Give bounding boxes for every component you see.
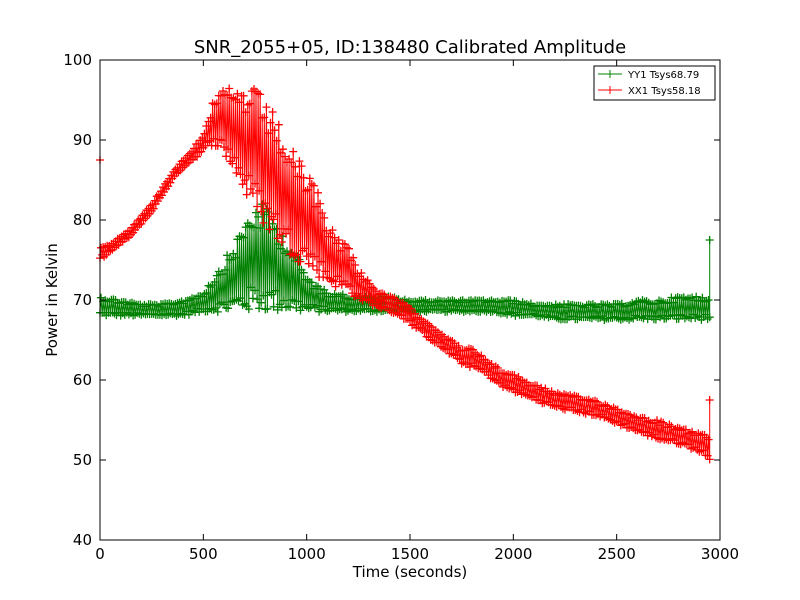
legend-marker-xx1 [606,86,614,94]
legend: YY1 Tsys68.79 XX1 Tsys58.18 [593,65,716,101]
x-tick-label: 2000 [494,545,532,563]
y-tick-label: 100 [63,51,92,69]
y-tick-label: 40 [73,531,92,549]
x-tick-label: 3000 [701,545,739,563]
x-tick-label: 500 [189,545,218,563]
y-tick-label: 50 [73,451,92,469]
y-tick-label: 90 [73,131,92,149]
legend-box [593,65,716,101]
ticks-layer: 0 500 1000 1500 2000 2500 3000 40 50 60 70 80 90 100 [63,51,739,563]
y-tick-label: 80 [73,211,92,229]
chart-title: SNR_2055+05, ID:138480 Calibrated Amplit… [194,37,626,58]
x-tick-label: 2500 [598,545,636,563]
legend-label-yy1: YY1 Tsys68.79 [627,70,699,81]
y-tick-label: 70 [73,291,92,309]
legend-label-xx1: XX1 Tsys58.18 [628,86,701,97]
x-tick-label: 1000 [288,545,326,563]
x-axis-label: Time (seconds) [352,563,468,581]
y-tick-label: 60 [73,371,92,389]
x-tick-label: 0 [95,545,105,563]
y-axis-label: Power in Kelvin [43,243,61,357]
legend-marker-yy1 [606,70,614,78]
x-tick-label: 1500 [391,545,429,563]
